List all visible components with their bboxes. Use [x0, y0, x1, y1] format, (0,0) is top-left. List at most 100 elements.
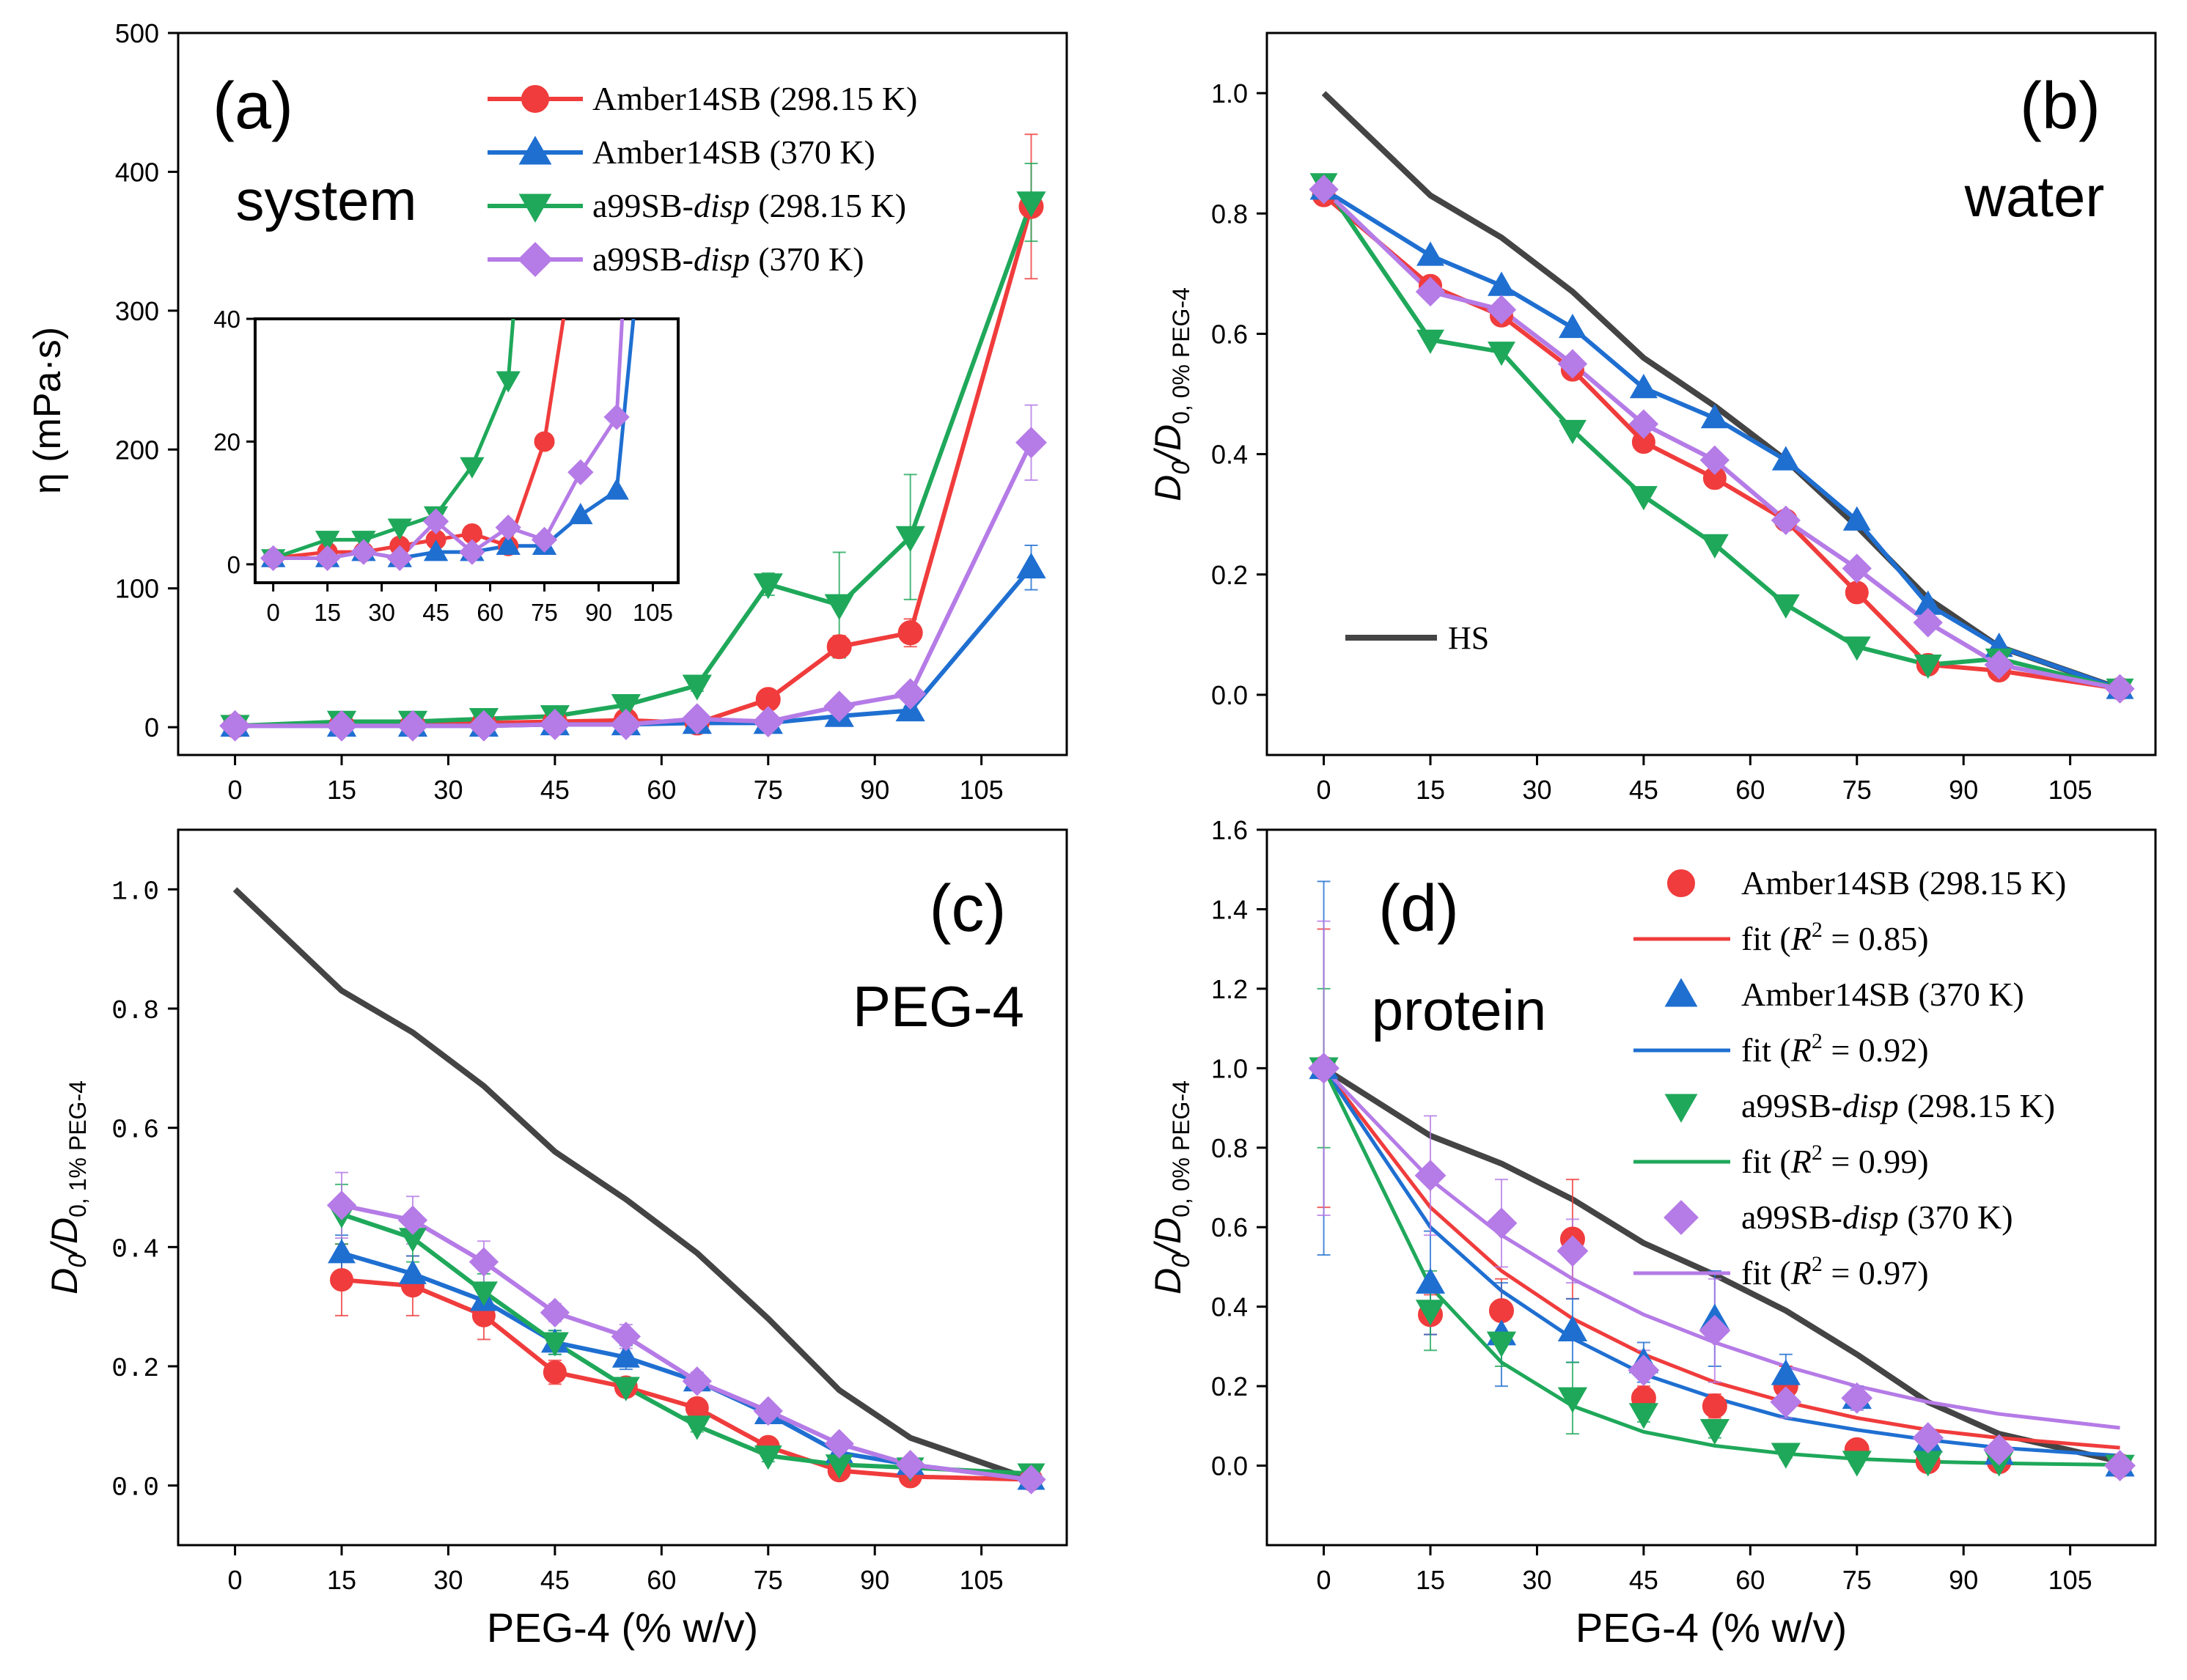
data-point: [2104, 1450, 2136, 1481]
y-axis-label: D0/D0, 0% PEG-4: [1147, 287, 1195, 501]
y-tick-label: 400: [115, 157, 159, 187]
legend-label: Amber14SB (370 K): [592, 133, 875, 171]
data-point: [1842, 553, 1872, 583]
legend-name-italic: disp: [1842, 1198, 1899, 1236]
data-point: [824, 1429, 854, 1459]
fit-line: [1322, 1067, 2120, 1467]
x-tick-label: 75: [1842, 775, 1872, 805]
data-point: [894, 678, 927, 710]
legend-marker: [1664, 1094, 1698, 1123]
y-tick-label: 0.2: [111, 1354, 159, 1384]
data-point: [1913, 608, 1943, 638]
data-point: [823, 690, 856, 723]
legend-name: Amber14SB: [592, 133, 761, 171]
data-point: [1015, 427, 1047, 459]
x-axis-label: PEG-4 (% w/v): [487, 1605, 758, 1651]
data-point: [1984, 649, 2014, 680]
x-tick-label: 30: [433, 1565, 463, 1595]
legend-fit-r: R: [1790, 1031, 1812, 1069]
y-label-slash: /D: [1147, 424, 1188, 463]
data-point: [219, 710, 251, 742]
legend-fit-prefix: fit (: [1741, 1143, 1791, 1180]
legend-fit-sup: 2: [1812, 1029, 1823, 1053]
data-point: [1699, 1418, 1730, 1445]
inset-data-point: [495, 514, 521, 541]
inset-data-point: [315, 531, 340, 553]
panel-title: PEG-4: [853, 974, 1024, 1039]
legend-fit-prefix: fit (: [1741, 1031, 1791, 1069]
data-point: [326, 1190, 357, 1220]
data-point: [897, 620, 923, 646]
y-tick-label: 0.8: [1211, 1133, 1248, 1163]
x-axis-label: PEG-4 (% w/v): [1576, 1605, 1847, 1651]
panel-label: (a): [213, 70, 293, 143]
data-point: [1771, 1359, 1801, 1385]
x-tick-label: 105: [2048, 1565, 2092, 1595]
y-label-sub: 0: [64, 1254, 92, 1268]
data-point: [1983, 1434, 2015, 1466]
data-point: [681, 703, 713, 735]
data-point: [682, 1366, 712, 1396]
x-tick-label: 45: [1629, 1565, 1658, 1595]
x-tick-label: 90: [860, 775, 889, 805]
data-point: [1700, 404, 1729, 429]
data-point: [1416, 241, 1444, 266]
legend-name: a99SB-: [592, 187, 694, 224]
data-point: [468, 710, 500, 742]
data-point: [1628, 409, 1659, 439]
data-point: [1771, 446, 1800, 471]
legend-name-italic: disp: [694, 240, 750, 278]
legend-temp: (370 K): [1910, 976, 2024, 1013]
y-tick-label: 0.4: [1211, 1292, 1248, 1322]
panel-title: protein: [1372, 978, 1547, 1042]
data-point: [1842, 506, 1871, 531]
data-point: [610, 708, 642, 740]
legend-marker: [1664, 1200, 1699, 1235]
y-tick-label: 1.0: [1211, 1053, 1248, 1083]
y-tick-label: 300: [115, 296, 159, 326]
y-tick-label: 0.6: [1211, 1212, 1248, 1242]
plot-frame: [1265, 32, 2157, 756]
data-point: [682, 674, 712, 701]
panel-b: 0 15 30 45 60 75 90 105 0.0 0.2 0.4 0.6 0.8 1.0 (b) wat…: [1147, 32, 2157, 805]
x-tick-label: 15: [327, 775, 356, 805]
data-point: [1415, 1300, 1446, 1326]
y-tick-label: 1.0: [1211, 78, 1248, 108]
legend-fit-r: R: [1790, 1143, 1812, 1180]
y-tick-label: 0.8: [111, 996, 159, 1026]
inset-data-point: [531, 526, 558, 553]
y-tick-label: 0.2: [1211, 1371, 1248, 1401]
data-point: [1016, 1465, 1046, 1495]
legend-fit-sup: 2: [1812, 918, 1823, 942]
panel-label: (d): [1378, 872, 1459, 946]
legend-name-italic: disp: [1842, 1087, 1899, 1124]
y-axis-label: η (mPa·s): [26, 327, 69, 494]
inset-data-point: [460, 457, 485, 479]
y-label-D: D: [1147, 475, 1188, 501]
y-tick-label: 0.8: [1211, 199, 1248, 229]
x-tick-label: 15: [1416, 1565, 1445, 1595]
hs-line: [232, 887, 1032, 1483]
legend-name-italic: disp: [694, 187, 750, 224]
inset-y-tick-label: 0: [227, 551, 240, 578]
inset-data-point: [350, 539, 377, 565]
data-point: [540, 1297, 570, 1327]
data-point: [826, 634, 852, 660]
data-point: [540, 1332, 569, 1357]
legend-marker: [518, 136, 552, 165]
x-tick-label: 105: [960, 1565, 1004, 1595]
x-tick-label: 45: [1629, 775, 1658, 805]
inset-x-tick-label: 60: [477, 599, 504, 626]
inset-x-tick-label: 45: [422, 599, 449, 626]
data-point: [611, 1377, 640, 1401]
inset-plot: [260, 319, 636, 572]
legend-fit-label: fit (R2 = 0.99): [1741, 1141, 1929, 1180]
data-point: [1487, 342, 1515, 366]
legend-fit-tail: = 0.92): [1823, 1031, 1929, 1069]
data-point: [753, 573, 783, 600]
data-point: [1841, 1382, 1873, 1414]
data-point: [543, 1360, 567, 1385]
data-point: [1416, 329, 1444, 354]
panel-d: 0 15 30 45 60 75 90 105 0.0 0.2 0.4 0.6 0.8 1.0 1.2 1.4…: [1147, 815, 2157, 1651]
data-point: [1557, 349, 1588, 379]
